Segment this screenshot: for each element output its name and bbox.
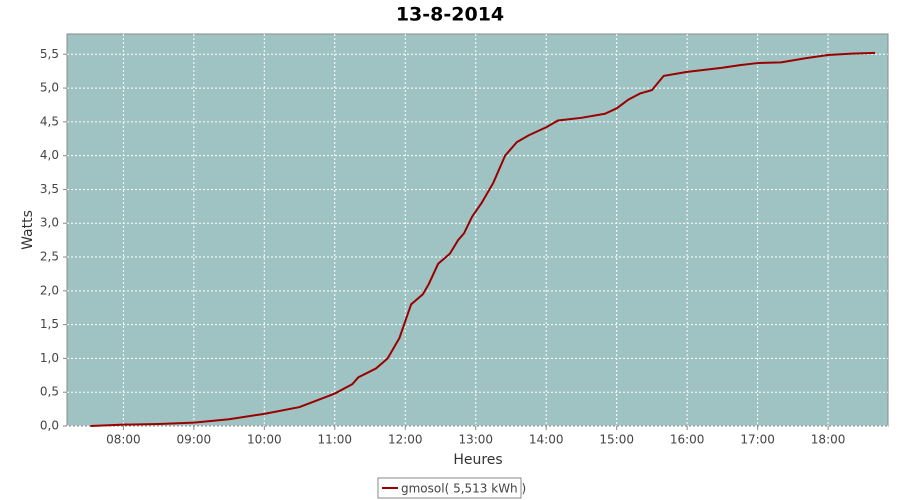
x-tick-label: 13:00 [458,433,493,447]
x-tick-label: 11:00 [317,433,352,447]
y-tick-label: 5,5 [40,47,59,61]
x-axis-label: Heures [453,452,502,468]
chart-title: 13-8-2014 [396,4,504,26]
y-axis-label: Watts [20,210,36,250]
y-tick-label: 1,5 [40,317,59,331]
y-tick-label: 3,5 [40,182,59,196]
x-tick-label: 09:00 [177,433,212,447]
x-tick-label: 12:00 [388,433,423,447]
y-tick-label: 0,0 [40,419,59,433]
x-tick-label: 17:00 [740,433,775,447]
y-tick-label: 4,5 [40,114,59,128]
plot-area [66,33,889,427]
x-tick-label: 14:00 [529,433,564,447]
x-tick-label: 10:00 [247,433,282,447]
y-tick-label: 1,0 [40,351,59,365]
y-tick-label: 0,5 [40,385,59,399]
y-tick-label: 3,0 [40,216,59,230]
y-tick-label: 2,5 [40,250,59,264]
y-tick-label: 5,0 [40,81,59,95]
y-tick-label: 2,0 [40,283,59,297]
x-tick-label: 15:00 [599,433,634,447]
legend-label: gmosol( 5,513 kWh ) [401,482,526,496]
x-tick-label: 16:00 [670,433,705,447]
legend-box [377,477,522,499]
y-tick-label: 4,0 [40,148,59,162]
line [90,51,876,427]
x-tick-label: 08:00 [106,433,141,447]
x-tick-label: 18:00 [811,433,846,447]
